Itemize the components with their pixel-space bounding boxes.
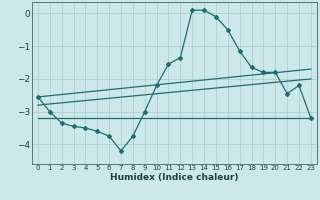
- X-axis label: Humidex (Indice chaleur): Humidex (Indice chaleur): [110, 173, 239, 182]
